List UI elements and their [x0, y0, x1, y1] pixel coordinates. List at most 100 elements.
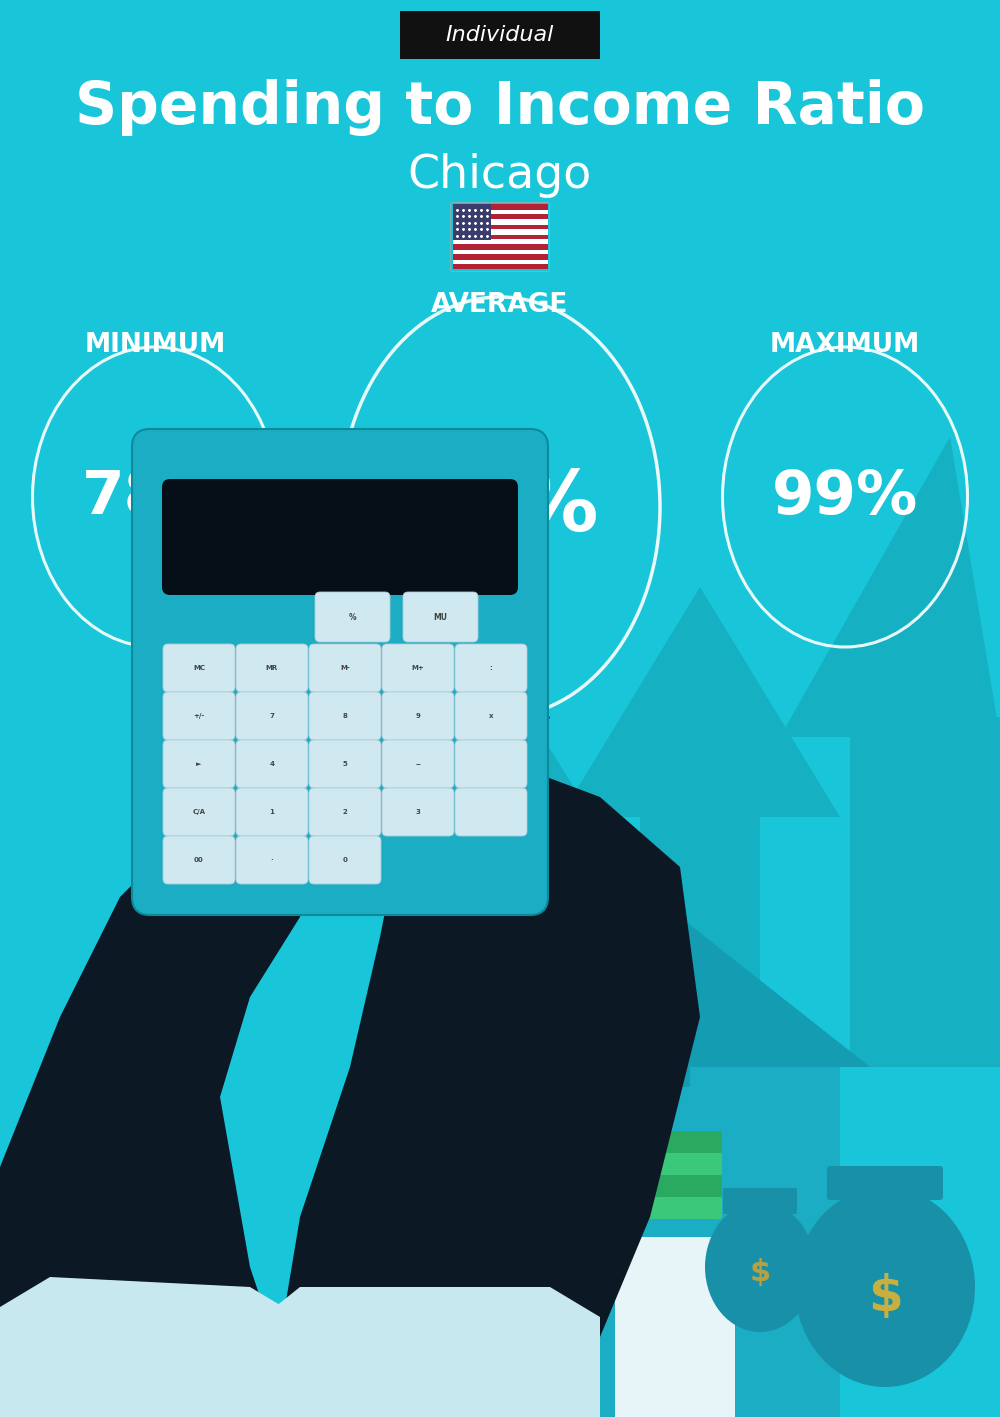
FancyBboxPatch shape: [453, 249, 548, 255]
FancyBboxPatch shape: [163, 740, 235, 788]
Text: %: %: [349, 612, 356, 622]
FancyBboxPatch shape: [453, 224, 548, 230]
Text: ►: ►: [196, 761, 202, 767]
FancyBboxPatch shape: [453, 214, 548, 220]
FancyBboxPatch shape: [309, 691, 381, 740]
FancyBboxPatch shape: [453, 255, 548, 259]
FancyBboxPatch shape: [236, 643, 308, 691]
FancyBboxPatch shape: [518, 1131, 722, 1153]
Text: $: $: [868, 1272, 902, 1321]
Polygon shape: [0, 796, 320, 1417]
FancyBboxPatch shape: [455, 691, 527, 740]
Ellipse shape: [705, 1202, 815, 1332]
Polygon shape: [0, 1277, 300, 1417]
FancyBboxPatch shape: [236, 740, 308, 788]
Ellipse shape: [795, 1187, 975, 1387]
FancyBboxPatch shape: [236, 788, 308, 836]
FancyBboxPatch shape: [520, 1067, 840, 1417]
Text: MC: MC: [193, 665, 205, 672]
Text: 8: 8: [343, 713, 347, 718]
FancyBboxPatch shape: [163, 788, 235, 836]
FancyBboxPatch shape: [453, 204, 490, 239]
FancyBboxPatch shape: [850, 717, 1000, 1067]
Text: ‒: ‒: [416, 761, 420, 767]
Polygon shape: [380, 638, 580, 796]
Polygon shape: [490, 917, 870, 1067]
FancyBboxPatch shape: [700, 1237, 735, 1417]
FancyBboxPatch shape: [309, 740, 381, 788]
FancyBboxPatch shape: [518, 1197, 722, 1219]
Text: 9: 9: [416, 713, 420, 718]
Text: AVERAGE: AVERAGE: [431, 292, 569, 317]
Text: MAXIMUM: MAXIMUM: [770, 332, 920, 359]
FancyBboxPatch shape: [723, 1187, 797, 1214]
FancyBboxPatch shape: [650, 1017, 690, 1087]
FancyBboxPatch shape: [382, 691, 454, 740]
FancyBboxPatch shape: [163, 836, 235, 884]
FancyBboxPatch shape: [382, 788, 454, 836]
Text: 7: 7: [270, 713, 274, 718]
Text: 78%: 78%: [82, 468, 228, 527]
FancyBboxPatch shape: [453, 230, 548, 234]
FancyBboxPatch shape: [163, 643, 235, 691]
FancyBboxPatch shape: [518, 1175, 722, 1197]
FancyBboxPatch shape: [132, 429, 548, 915]
FancyBboxPatch shape: [615, 1237, 650, 1417]
Text: 2: 2: [343, 809, 347, 815]
FancyBboxPatch shape: [453, 234, 548, 239]
Text: 99%: 99%: [772, 468, 918, 527]
FancyBboxPatch shape: [453, 259, 548, 265]
FancyBboxPatch shape: [236, 836, 308, 884]
FancyBboxPatch shape: [453, 265, 548, 269]
Text: ·: ·: [271, 857, 273, 863]
Text: x: x: [489, 713, 493, 718]
Text: C/A: C/A: [192, 809, 206, 815]
Polygon shape: [560, 587, 840, 818]
Text: MR: MR: [266, 665, 278, 672]
FancyBboxPatch shape: [827, 1166, 943, 1200]
Text: 00: 00: [194, 857, 204, 863]
FancyBboxPatch shape: [236, 691, 308, 740]
FancyBboxPatch shape: [453, 220, 548, 224]
FancyBboxPatch shape: [453, 204, 548, 269]
FancyBboxPatch shape: [163, 691, 235, 740]
FancyBboxPatch shape: [400, 11, 600, 60]
Polygon shape: [780, 436, 1000, 737]
FancyBboxPatch shape: [455, 643, 527, 691]
Text: 0: 0: [343, 857, 347, 863]
FancyBboxPatch shape: [453, 239, 548, 245]
Polygon shape: [250, 767, 700, 1417]
Text: 1: 1: [270, 809, 274, 815]
FancyBboxPatch shape: [453, 210, 548, 214]
FancyBboxPatch shape: [640, 796, 760, 1037]
Text: M+: M+: [412, 665, 424, 672]
FancyBboxPatch shape: [382, 740, 454, 788]
Text: 4: 4: [270, 761, 274, 767]
Polygon shape: [250, 1287, 600, 1417]
FancyBboxPatch shape: [640, 1237, 720, 1417]
FancyBboxPatch shape: [518, 1153, 722, 1175]
Text: Spending to Income Ratio: Spending to Income Ratio: [75, 78, 925, 136]
Text: :: :: [490, 665, 492, 672]
FancyBboxPatch shape: [382, 643, 454, 691]
Text: MU: MU: [434, 612, 448, 622]
FancyBboxPatch shape: [309, 643, 381, 691]
FancyBboxPatch shape: [453, 204, 548, 210]
FancyBboxPatch shape: [453, 245, 548, 249]
Text: $: $: [749, 1257, 771, 1287]
Text: +/-: +/-: [193, 713, 205, 718]
Polygon shape: [400, 697, 550, 837]
FancyBboxPatch shape: [455, 788, 527, 836]
FancyBboxPatch shape: [315, 592, 390, 642]
Text: MINIMUM: MINIMUM: [84, 332, 226, 359]
Text: Chicago: Chicago: [408, 153, 592, 197]
FancyBboxPatch shape: [162, 479, 518, 595]
Polygon shape: [220, 747, 450, 837]
Text: Individual: Individual: [446, 26, 554, 45]
FancyBboxPatch shape: [403, 592, 478, 642]
FancyBboxPatch shape: [455, 740, 527, 788]
Text: 88%: 88%: [400, 466, 600, 547]
FancyBboxPatch shape: [309, 788, 381, 836]
FancyBboxPatch shape: [309, 836, 381, 884]
Text: M-: M-: [340, 665, 350, 672]
